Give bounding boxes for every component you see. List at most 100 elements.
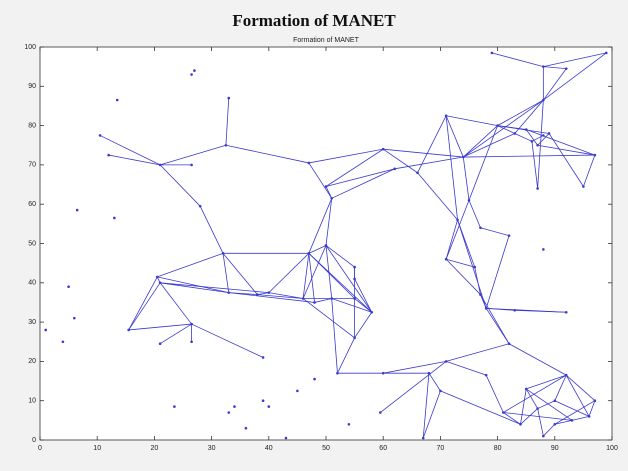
node — [227, 411, 231, 414]
link — [565, 374, 596, 401]
node — [393, 167, 396, 171]
node — [155, 275, 159, 279]
link — [565, 374, 590, 417]
node — [307, 161, 311, 165]
node — [330, 197, 334, 200]
x-tick-label: 40 — [265, 445, 273, 452]
link — [525, 129, 538, 146]
link — [480, 227, 510, 237]
node — [519, 422, 522, 426]
x-tick-label: 0 — [38, 445, 42, 452]
link — [457, 219, 487, 309]
y-tick-label: 50 — [28, 240, 36, 247]
x-tick-label: 50 — [322, 445, 330, 452]
y-tick-label: 90 — [28, 83, 36, 90]
link — [508, 343, 567, 376]
chart-title: Formation of MANET — [232, 11, 396, 30]
node — [267, 405, 271, 408]
link — [583, 154, 596, 187]
link — [128, 282, 161, 331]
link — [302, 245, 327, 299]
x-tick-label: 20 — [151, 445, 159, 452]
link — [325, 245, 355, 268]
link — [446, 258, 475, 268]
link — [525, 388, 573, 421]
node — [221, 252, 225, 255]
y-tick-label: 20 — [28, 358, 36, 365]
link — [525, 388, 538, 409]
node — [158, 342, 162, 346]
node — [490, 51, 494, 55]
node — [479, 226, 482, 230]
link — [225, 98, 230, 146]
link — [445, 200, 470, 260]
node — [296, 389, 299, 393]
link — [537, 408, 544, 437]
node — [158, 281, 162, 285]
link — [308, 148, 384, 164]
link — [422, 373, 430, 439]
node — [190, 340, 193, 344]
node — [370, 310, 374, 314]
link — [337, 337, 355, 374]
node — [113, 216, 116, 220]
link — [497, 125, 515, 134]
node — [473, 265, 477, 269]
node — [353, 277, 356, 281]
node — [313, 377, 316, 381]
node — [267, 291, 271, 294]
link — [537, 100, 544, 189]
link — [302, 253, 310, 299]
node — [44, 328, 48, 332]
node — [496, 124, 499, 127]
link — [548, 133, 584, 187]
x-tick-label: 30 — [208, 445, 216, 452]
node — [61, 340, 65, 344]
link — [446, 343, 510, 362]
link — [160, 282, 269, 294]
node — [593, 399, 597, 403]
link — [383, 148, 464, 158]
link — [491, 52, 544, 68]
link — [468, 200, 481, 228]
node — [347, 422, 351, 426]
link — [537, 133, 550, 146]
link — [308, 245, 327, 254]
link — [554, 400, 596, 425]
link — [514, 99, 544, 134]
node — [307, 252, 311, 255]
y-tick-label: 0 — [32, 437, 36, 444]
link — [446, 115, 498, 126]
link — [468, 125, 498, 201]
link — [497, 99, 544, 126]
x-tick-label: 60 — [379, 445, 387, 452]
x-tick-label: 70 — [437, 445, 445, 452]
node — [524, 128, 528, 131]
node — [190, 322, 193, 326]
link — [228, 292, 315, 303]
node — [553, 422, 557, 426]
node — [190, 163, 193, 167]
link — [497, 125, 550, 134]
y-tick-label: 80 — [28, 122, 36, 129]
node — [564, 67, 568, 70]
node — [353, 336, 356, 340]
node — [564, 310, 568, 314]
x-tick-label: 100 — [606, 445, 618, 452]
link — [325, 198, 333, 246]
link — [159, 323, 192, 345]
node — [158, 163, 162, 167]
node — [107, 153, 110, 157]
link — [543, 66, 567, 70]
link — [308, 198, 333, 254]
link — [422, 390, 441, 439]
link — [417, 172, 458, 221]
node — [330, 297, 334, 300]
node — [484, 373, 488, 377]
link — [486, 307, 567, 313]
link — [225, 144, 309, 164]
link — [537, 144, 595, 156]
node — [261, 399, 265, 403]
node — [604, 51, 608, 55]
